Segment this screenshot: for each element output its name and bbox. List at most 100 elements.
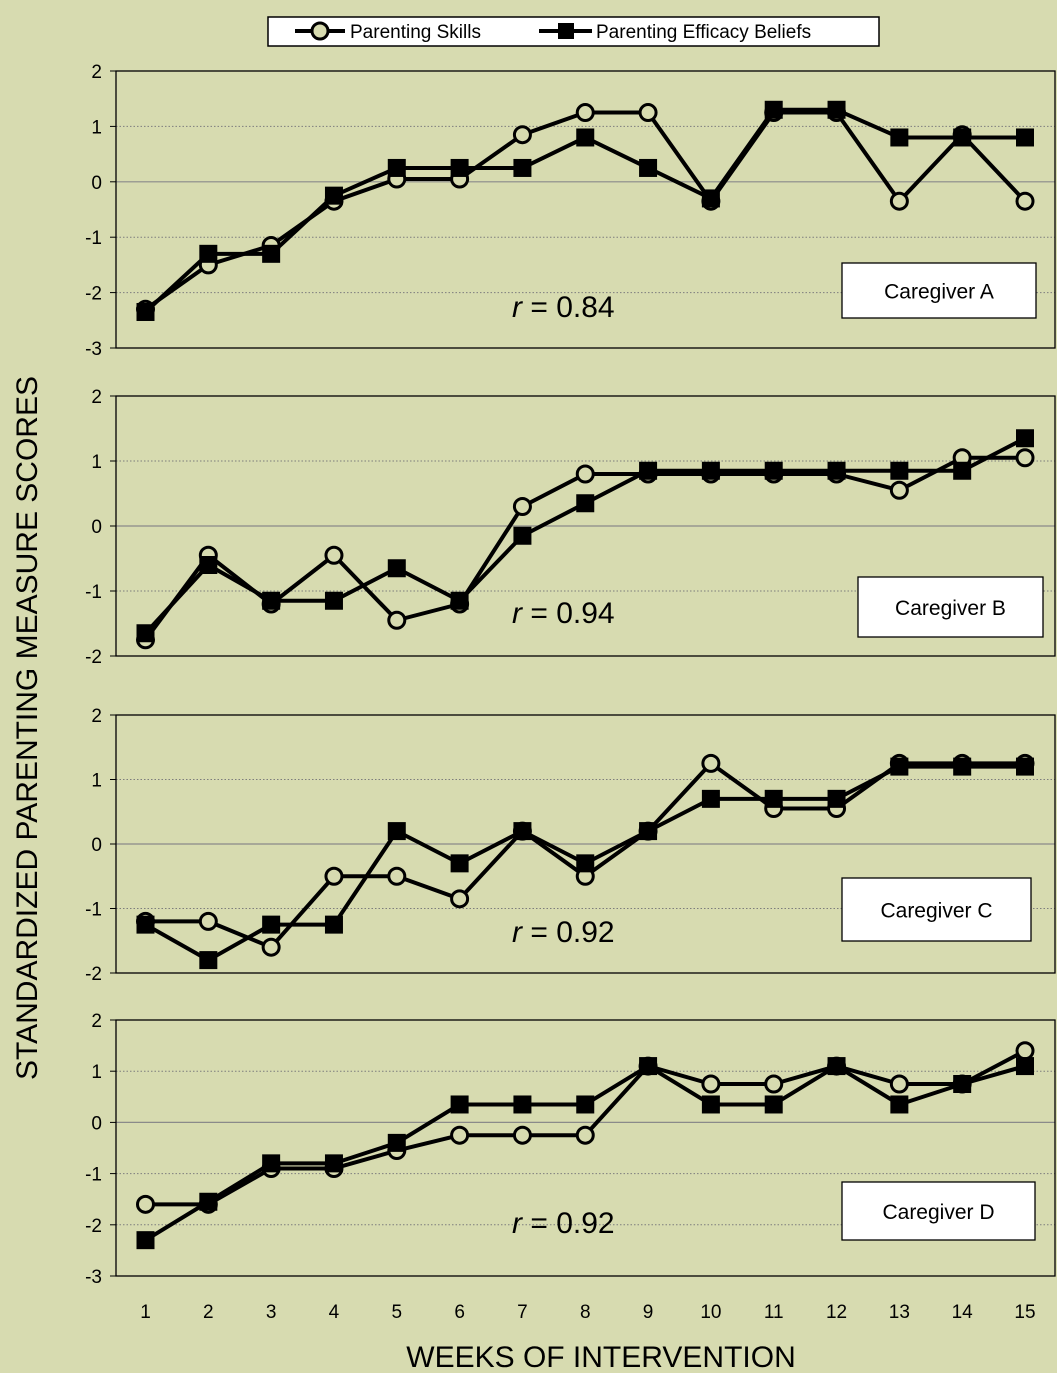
point-efficacy: [199, 244, 218, 263]
point-efficacy: [576, 854, 595, 873]
x-tick-label: 9: [643, 1302, 654, 1323]
point-efficacy: [701, 1095, 720, 1114]
y-tick-label: 1: [91, 1062, 102, 1083]
point-efficacy: [576, 494, 595, 513]
correlation-label: r = 0.84: [512, 291, 615, 324]
point-efficacy: [576, 128, 595, 147]
x-tick-label: 6: [454, 1302, 465, 1323]
point-efficacy: [324, 591, 343, 610]
y-tick-label: -3: [85, 339, 102, 360]
point-efficacy: [387, 158, 406, 177]
point-efficacy: [701, 189, 720, 208]
point-efficacy: [136, 1231, 155, 1250]
point-skills: [889, 191, 909, 211]
y-tick-label: -1: [85, 900, 102, 921]
point-skills: [198, 911, 218, 931]
x-tick-label: 12: [826, 1302, 847, 1323]
caregiver-label: Caregiver B: [895, 597, 1006, 620]
caregiver-box: [841, 877, 1032, 942]
point-efficacy: [513, 1095, 532, 1114]
point-skills: [701, 753, 721, 773]
point-efficacy: [324, 186, 343, 205]
point-efficacy: [387, 1133, 406, 1152]
correlation-label: r = 0.94: [512, 597, 615, 630]
correlation-value: = 0.92: [522, 916, 615, 949]
point-efficacy: [890, 128, 909, 147]
point-efficacy: [513, 822, 532, 841]
y-tick-label: -1: [85, 582, 102, 603]
point-efficacy: [1016, 429, 1034, 448]
x-axis-ticks: 1 2 3 4 5 6 7 8 9 10 11 12 13 14 15: [140, 1302, 1035, 1323]
x-tick-label: 5: [391, 1302, 402, 1323]
point-efficacy: [827, 1057, 846, 1076]
panels: 2 1 0 -1 -2 -3 r = 0.84 Caregiver A 2 1 0 -1 -2 r = 0…: [85, 62, 1056, 1288]
legend-efficacy-marker: [558, 23, 574, 39]
point-skills: [889, 480, 909, 500]
point-skills: [450, 889, 470, 909]
point-efficacy: [262, 915, 281, 934]
point-efficacy: [387, 822, 406, 841]
point-skills: [387, 610, 407, 630]
y-tick-label: 2: [91, 1011, 102, 1032]
y-axis-title: STANDARDIZED PARENTING MEASURE SCORES: [11, 376, 44, 1080]
point-skills: [638, 103, 658, 123]
point-efficacy: [136, 302, 155, 321]
point-efficacy: [324, 1154, 343, 1173]
legend-entry-efficacy: Parenting Efficacy Beliefs: [539, 22, 811, 43]
point-efficacy: [262, 1154, 281, 1173]
panel-2: 2 1 0 -1 -2 r = 0.94 Caregiver B: [85, 387, 1056, 668]
point-efficacy: [890, 1095, 909, 1114]
y-tick-label: -1: [85, 228, 102, 249]
x-axis-title: WEEKS OF INTERVENTION: [406, 1341, 796, 1373]
y-tick-label: 1: [91, 117, 102, 138]
y-tick-label: 1: [91, 452, 102, 473]
point-skills: [324, 545, 344, 565]
point-efficacy: [450, 591, 469, 610]
x-tick-label: 8: [580, 1302, 591, 1323]
point-efficacy: [764, 789, 783, 808]
x-tick-label: 13: [889, 1302, 910, 1323]
point-skills: [1015, 191, 1035, 211]
legend-skills-marker: [310, 21, 330, 41]
panel-1: 2 1 0 -1 -2 -3 r = 0.84 Caregiver A: [85, 62, 1056, 360]
x-tick-label: 7: [517, 1302, 528, 1323]
correlation-symbol: r: [512, 916, 523, 949]
point-skills: [1015, 448, 1035, 468]
point-efficacy: [199, 556, 218, 574]
y-tick-label: 2: [91, 706, 102, 727]
x-tick-label: 2: [203, 1302, 214, 1323]
y-tick-label: -3: [85, 1267, 102, 1288]
y-tick-label: 0: [91, 835, 102, 856]
correlation-value: = 0.94: [522, 597, 615, 630]
point-efficacy: [827, 789, 846, 808]
correlation-symbol: r: [512, 291, 523, 324]
correlation-value: = 0.92: [522, 1207, 615, 1240]
legend: Parenting Skills Parenting Efficacy Beli…: [267, 16, 880, 47]
x-tick-label: 11: [764, 1302, 784, 1323]
y-tick-label: 0: [91, 173, 102, 194]
point-efficacy: [827, 100, 846, 119]
point-efficacy: [136, 915, 155, 934]
legend-label-skills: Parenting Skills: [350, 22, 481, 43]
caregiver-label: Caregiver D: [882, 1201, 994, 1224]
y-tick-label: -2: [85, 284, 102, 305]
caregiver-box: [841, 1181, 1036, 1241]
point-efficacy: [764, 461, 783, 480]
point-efficacy: [953, 128, 972, 147]
point-efficacy: [1016, 128, 1034, 147]
y-tick-label: 0: [91, 1113, 102, 1134]
caregiver-box: [857, 576, 1044, 638]
point-skills: [701, 1074, 721, 1094]
point-skills: [575, 464, 595, 484]
x-tick-label: 15: [1014, 1302, 1035, 1323]
point-efficacy: [701, 461, 720, 480]
point-efficacy: [450, 1095, 469, 1114]
point-efficacy: [953, 1075, 972, 1093]
y-tick-label: 2: [91, 62, 102, 83]
point-skills: [1015, 1041, 1035, 1061]
x-tick-label: 14: [952, 1302, 974, 1323]
plot-frame: [115, 1019, 1056, 1277]
point-skills: [889, 1074, 909, 1094]
y-tick-label: 0: [91, 517, 102, 538]
